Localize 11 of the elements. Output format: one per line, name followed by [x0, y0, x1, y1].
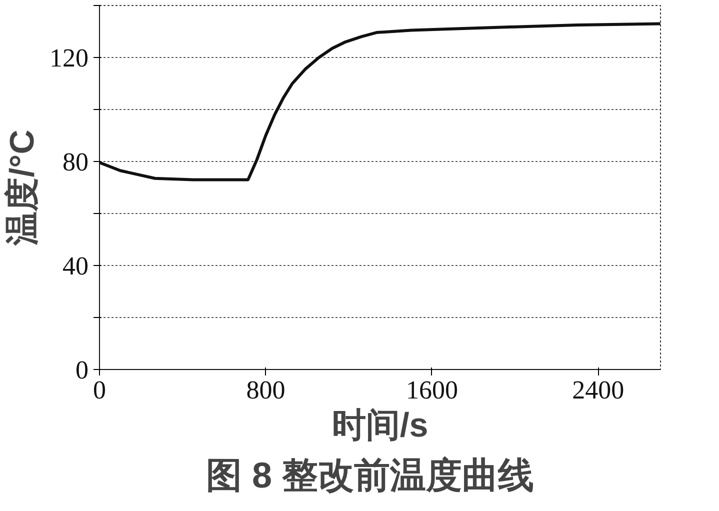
- x-tick-label: 0: [93, 376, 106, 404]
- x-tick-label: 800: [246, 376, 286, 404]
- x-tick-label: 2400: [572, 376, 624, 404]
- text: 图 8 整改前温度曲线: [206, 454, 534, 496]
- x-axis-title: 时间/s: [332, 406, 428, 444]
- y-tick-label: 0: [76, 356, 88, 384]
- y-tick-label: 120: [50, 44, 88, 72]
- y-axis-title: 温度/°C: [4, 130, 42, 246]
- x-tick-label: 1600: [406, 376, 458, 404]
- y-tick-label: 40: [62, 252, 88, 280]
- y-tick-label: 80: [62, 148, 88, 176]
